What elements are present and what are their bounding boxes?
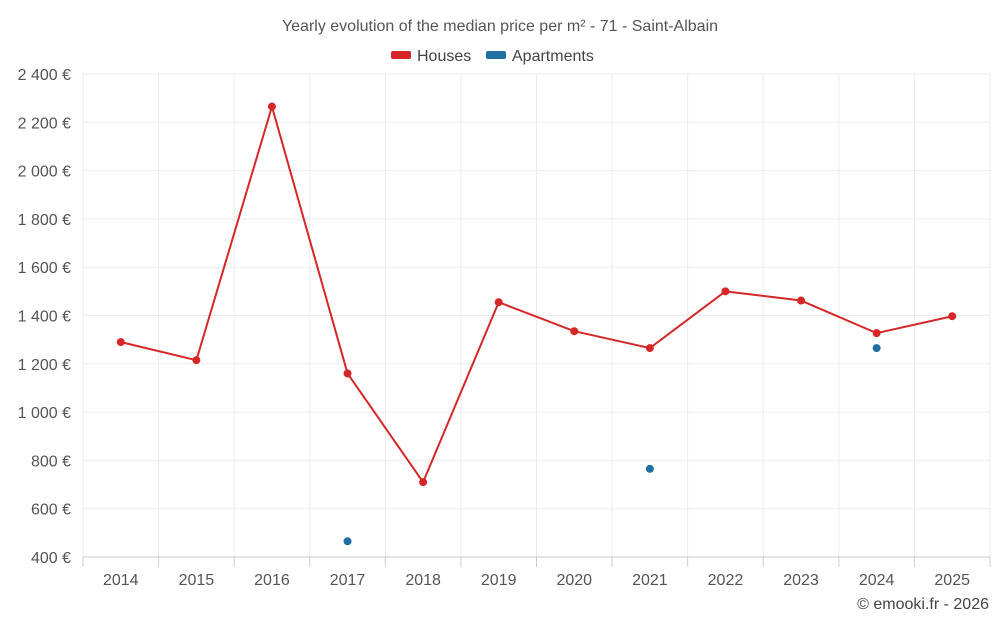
x-tick-label: 2025: [934, 572, 970, 589]
y-tick-label: 800 €: [31, 453, 71, 470]
legend-swatch-apartments: [486, 51, 506, 59]
y-tick-label: 2 000 €: [18, 164, 71, 181]
data-point-apartments: [645, 464, 654, 473]
x-tick-label: 2022: [708, 572, 744, 589]
legend-item-houses[interactable]: Houses: [391, 48, 471, 65]
data-point-houses: [570, 327, 579, 336]
x-tick-label: 2020: [556, 572, 592, 589]
y-tick-label: 1 800 €: [18, 212, 71, 229]
chart-title: Yearly evolution of the median price per…: [282, 18, 718, 35]
x-tick-label: 2021: [632, 572, 668, 589]
x-tick-label: 2024: [859, 572, 895, 589]
x-tick-label: 2018: [405, 572, 441, 589]
y-tick-label: 1 000 €: [18, 405, 71, 422]
series-line-houses: [120, 105, 953, 484]
x-tick-label: 2023: [783, 572, 819, 589]
data-point-houses: [872, 329, 881, 338]
x-tick-label: 2017: [330, 572, 366, 589]
legend-label-houses: Houses: [417, 48, 471, 65]
series-lines: [120, 105, 953, 484]
data-point-houses: [116, 338, 125, 347]
x-gridlines: [82, 74, 991, 557]
y-axis-labels: 400 € 600 € 800 € 1 000 € 1 200 € 1 400 € 1 60…: [18, 67, 71, 567]
data-point-houses: [645, 344, 654, 353]
data-point-houses: [267, 102, 276, 111]
x-tick-label: 2014: [103, 572, 139, 589]
legend-label-apartments: Apartments: [512, 48, 594, 65]
x-axis-labels: 2014 2015 2016 2017 2018 2019 2020 2021 2022 2023…: [103, 572, 970, 589]
data-point-houses: [192, 356, 201, 365]
x-axis-ticks: [82, 557, 991, 567]
data-point-apartments: [872, 344, 881, 353]
data-point-houses: [797, 296, 806, 305]
y-tick-label: 2 400 €: [18, 67, 71, 84]
legend-swatch-houses: [391, 51, 411, 59]
data-point-houses: [948, 312, 957, 321]
y-tick-label: 400 €: [31, 550, 71, 567]
data-point-houses: [343, 369, 352, 378]
legend-item-apartments[interactable]: Apartments: [486, 48, 594, 65]
x-tick-label: 2019: [481, 572, 517, 589]
credit-text: © emooki.fr - 2026: [857, 596, 989, 613]
data-point-houses: [494, 298, 503, 307]
x-tick-label: 2016: [254, 572, 290, 589]
y-tick-label: 1 200 €: [18, 357, 71, 374]
y-tick-label: 600 €: [31, 502, 71, 519]
data-point-houses: [419, 478, 428, 487]
y-tick-label: 1 400 €: [18, 309, 71, 326]
data-point-apartments: [343, 537, 352, 546]
data-point-houses: [721, 287, 730, 296]
legend: Houses Apartments: [391, 48, 594, 65]
x-tick-label: 2015: [179, 572, 215, 589]
series-points: [116, 102, 957, 546]
y-tick-label: 1 600 €: [18, 260, 71, 277]
y-tick-label: 2 200 €: [18, 115, 71, 132]
